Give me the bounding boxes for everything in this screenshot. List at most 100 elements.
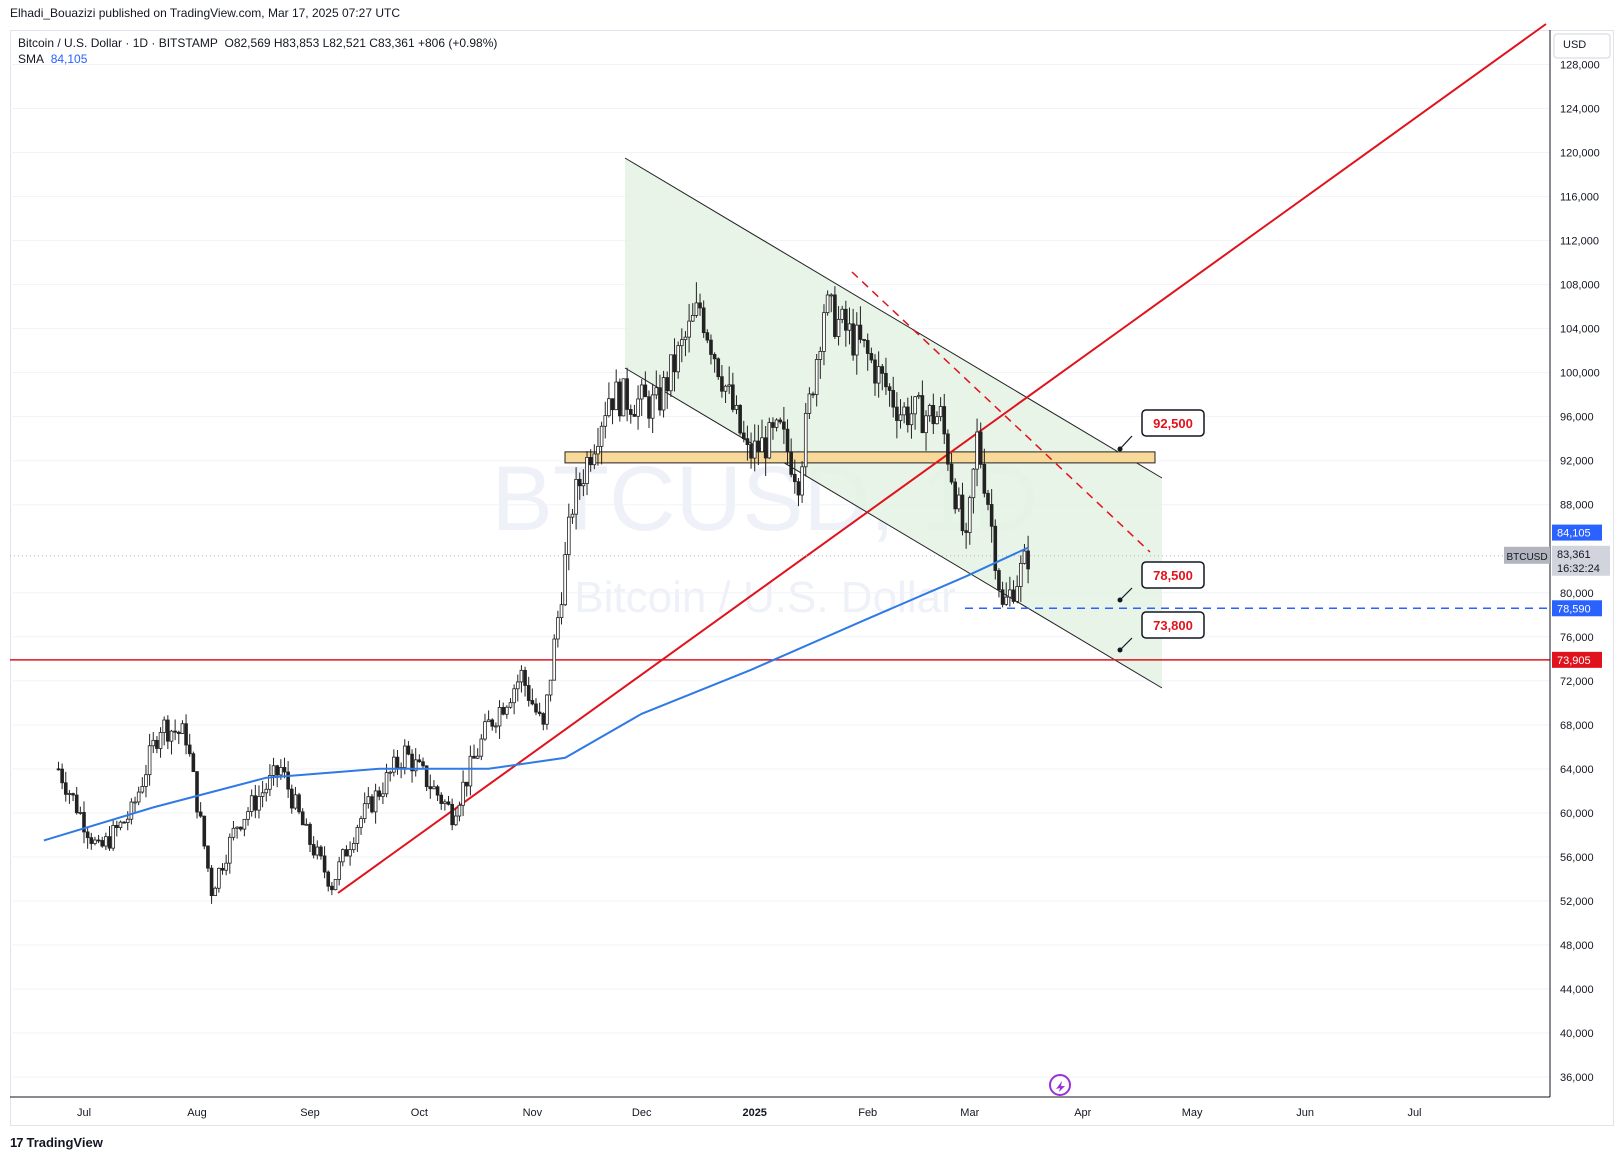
symbol-tag-bg: [1504, 546, 1550, 564]
candle-body: [220, 867, 225, 871]
candle-body: [1000, 589, 1005, 605]
candle-body: [424, 765, 429, 788]
candle-body: [865, 339, 870, 354]
currency-box: [1553, 33, 1611, 59]
candle-body: [577, 478, 582, 487]
trendlines[interactable]: [10, 23, 1550, 894]
candle-body: [614, 381, 618, 411]
candle-body: [501, 707, 505, 715]
tradingview-logo-icon: 17: [10, 1135, 24, 1150]
candle-body: [884, 372, 888, 388]
time-axis[interactable]: Jul Aug Sep Oct Nov Dec 2025 Feb Mar Apr May Jun Jul: [10, 1096, 1550, 1119]
candle-body: [63, 782, 68, 795]
candle-body: [333, 879, 338, 891]
legend-sma-label[interactable]: SMA: [18, 52, 45, 66]
candle-body: [935, 416, 939, 425]
candle-body: [377, 790, 382, 797]
candle-body: [581, 483, 586, 487]
candle-body: [133, 801, 137, 804]
rising-trendline: [337, 23, 1547, 894]
candle-body: [515, 681, 520, 690]
candle-body: [942, 406, 947, 435]
candle-body: [464, 781, 469, 787]
channel-lower-line: [624, 367, 1163, 689]
level-tag-bg: [1552, 651, 1602, 668]
candle-body: [851, 323, 855, 356]
candle-body: [563, 554, 567, 606]
candle-body: [435, 786, 440, 796]
tradingview-logo-text: TradingView: [26, 1135, 103, 1150]
tradingview-logo[interactable]: 17 TradingView: [10, 1135, 103, 1150]
candle-body: [406, 745, 411, 755]
candle-body: [191, 753, 196, 773]
candle-body: [625, 378, 629, 410]
candle-body: [796, 481, 801, 496]
price-tick-label: 96,000: [1560, 412, 1594, 424]
price-callouts[interactable]: 92,500 78,500 73,800: [1117, 409, 1205, 653]
candle-body: [1019, 562, 1023, 587]
callout-box: [1141, 561, 1205, 589]
candle-body: [282, 767, 287, 773]
candle-body: [548, 679, 553, 696]
candle-body: [246, 811, 250, 820]
candle-body: [228, 836, 232, 864]
candle-body: [410, 753, 414, 772]
time-tick-label: 2025: [742, 1107, 766, 1119]
candle-body: [916, 395, 921, 398]
resistance-zone[interactable]: [564, 451, 1156, 464]
candle-body: [275, 765, 279, 776]
candle-body: [122, 821, 126, 824]
candle-body: [774, 419, 779, 428]
candle-body: [927, 405, 932, 417]
candle-body: [800, 466, 804, 496]
price-tick-label: 48,000: [1560, 940, 1594, 952]
callout-anchor: [1117, 446, 1123, 452]
candle-body: [789, 451, 793, 475]
candle-body: [814, 359, 819, 395]
level-tag-bg: [1552, 600, 1602, 617]
candle-body: [738, 404, 742, 434]
candle-body: [257, 795, 261, 811]
candle-body: [428, 786, 433, 790]
candle-body: [279, 767, 283, 776]
candle-body: [680, 339, 684, 347]
candle-body: [621, 378, 626, 417]
time-tick-label: Sep: [300, 1107, 320, 1119]
candle-body: [880, 366, 885, 374]
candle-body: [818, 351, 823, 360]
candle-body: [895, 406, 899, 421]
candle-body: [705, 332, 710, 341]
candle-body: [971, 468, 976, 499]
candle-body: [906, 406, 910, 426]
candle-body: [330, 885, 334, 891]
resistance-zone-box: [564, 451, 1156, 464]
candle-body: [166, 719, 170, 742]
candle-body: [322, 855, 327, 873]
candle-body: [169, 730, 174, 742]
candle-body: [297, 794, 301, 813]
candle-body: [829, 294, 834, 297]
candle-body: [690, 315, 695, 322]
candle-body: [100, 840, 105, 847]
candle-body: [475, 755, 480, 759]
callout-anchor: [1117, 647, 1123, 653]
candle-body: [355, 827, 360, 844]
candle-body: [676, 345, 680, 373]
candle-body: [180, 723, 185, 734]
candle-body: [158, 732, 163, 749]
candle-body: [807, 393, 812, 414]
candle-body: [439, 794, 444, 804]
legend-symbol[interactable]: Bitcoin / U.S. Dollar · 1D · BITSTAMP: [18, 36, 218, 50]
spark-icon[interactable]: [1049, 1074, 1071, 1096]
price-axis[interactable]: USD 36,000 40,000 44,000 48,000 52,000 56,000 6…: [1549, 30, 1611, 1097]
candle-body: [289, 788, 294, 809]
candle-body: [1015, 586, 1019, 602]
candle-body: [749, 444, 753, 459]
candle-body: [632, 414, 637, 417]
price-tick-label: 72,000: [1560, 676, 1594, 688]
candle-body: [446, 801, 451, 805]
candle-body: [698, 302, 702, 309]
price-tick-label: 76,000: [1560, 632, 1594, 644]
candle-body: [96, 839, 101, 842]
